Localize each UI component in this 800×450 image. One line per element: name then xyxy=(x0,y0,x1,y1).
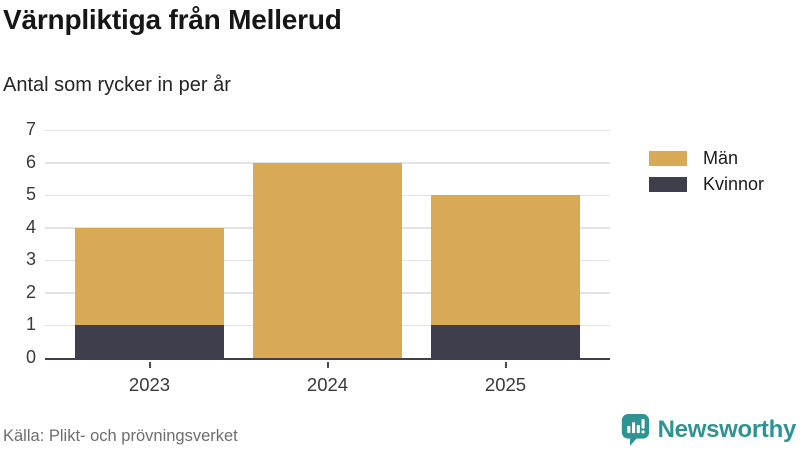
gridline-y7 xyxy=(45,129,610,131)
source-note: Källa: Plikt- och prövningsverket xyxy=(3,427,238,445)
newsworthy-speech-bubble-barchart-icon xyxy=(620,412,651,447)
x-axis-category-label: 2023 xyxy=(128,374,171,395)
newsworthy-logo[interactable]: Newsworthy xyxy=(620,412,796,447)
chart-subtitle: Antal som rycker in per år xyxy=(3,74,231,96)
x-axis-category-label: 2025 xyxy=(484,374,527,395)
bar-segment-2023-Män xyxy=(75,227,224,326)
x-axis-tick xyxy=(326,361,329,368)
y-axis-tick-label: 6 xyxy=(25,151,36,172)
x-axis-tick xyxy=(504,361,507,368)
legend-label: Män xyxy=(703,148,739,168)
bar-segment-2024-Män xyxy=(253,162,402,358)
x-axis-tick xyxy=(148,361,151,368)
bar-segment-2025-Män xyxy=(431,195,580,326)
legend-swatch xyxy=(649,151,687,166)
page-title: Värnpliktiga från Mellerud xyxy=(3,4,342,35)
y-axis-tick-label: 3 xyxy=(25,249,36,270)
y-axis-tick-label: 2 xyxy=(25,281,36,302)
bar-segment-2025-Kvinnor xyxy=(431,325,580,358)
plot-area: 0 1 2 3 4 5 6 7 2023 2024 2025 xyxy=(26,119,610,395)
y-axis-tick-label: 1 xyxy=(25,314,36,335)
legend-swatch xyxy=(649,177,687,192)
y-axis-tick-label: 4 xyxy=(25,216,36,237)
legend: Män Kvinnor xyxy=(649,148,765,202)
bar-segment-2023-Kvinnor xyxy=(75,325,224,358)
y-axis-tick-label: 5 xyxy=(25,184,36,205)
brand-name: Newsworthy xyxy=(657,415,797,443)
y-axis-tick-label: 7 xyxy=(25,119,36,139)
x-axis-category-label: 2024 xyxy=(306,374,349,395)
legend-item-Män: Män xyxy=(649,148,764,168)
legend-label: Kvinnor xyxy=(703,174,765,194)
y-axis-tick-label: 0 xyxy=(25,347,36,367)
legend-item-Kvinnor: Kvinnor xyxy=(649,174,765,194)
